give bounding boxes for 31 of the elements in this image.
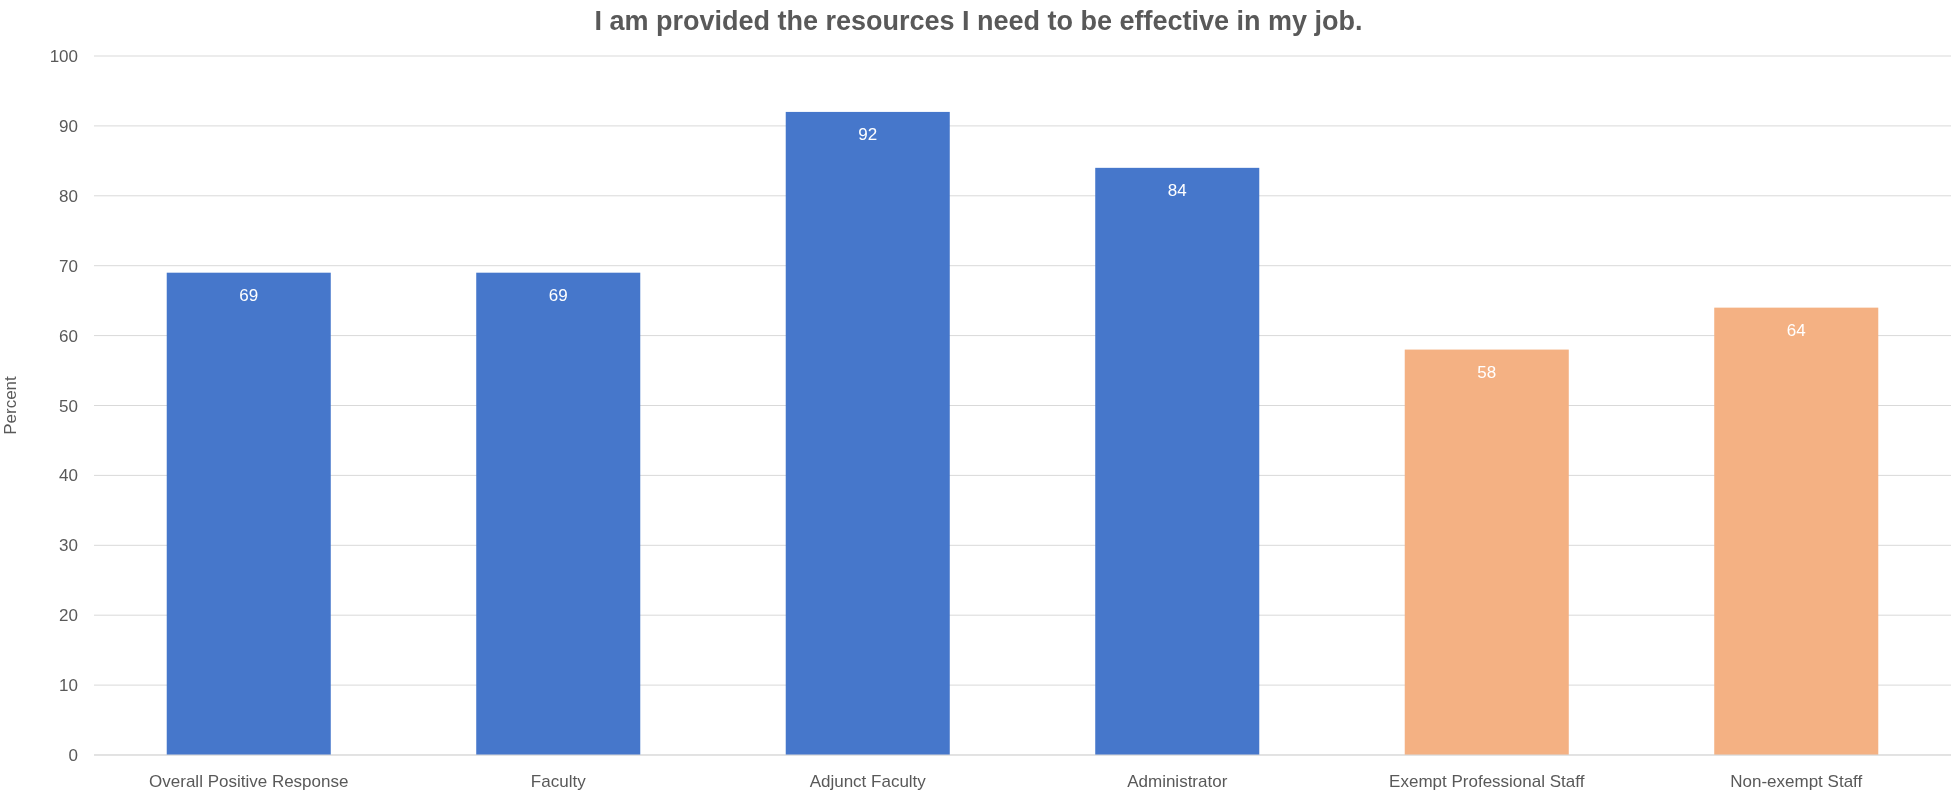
y-tick-label: 80 [59, 186, 78, 206]
bar [785, 111, 950, 755]
y-axis-title: Percent [1, 375, 20, 435]
x-tick-label: Faculty [530, 772, 587, 791]
x-tick-label: Adjunct Faculty [809, 772, 927, 791]
y-tick-label: 30 [59, 536, 78, 556]
data-label: 69 [548, 285, 568, 305]
y-tick-label: 20 [59, 606, 78, 626]
x-tick-label: Overall Positive Response [149, 772, 349, 791]
x-tick-label: Exempt Professional Staff [1389, 772, 1585, 791]
y-tick-label: 60 [59, 326, 78, 346]
y-tick-label: 40 [59, 466, 78, 486]
bar [1404, 349, 1569, 755]
bar [476, 272, 641, 755]
bar [1095, 167, 1260, 755]
y-tick-label: 100 [49, 47, 78, 66]
data-label: 58 [1477, 362, 1497, 382]
bar [166, 272, 331, 755]
y-tick-label: 70 [59, 256, 78, 276]
data-label: 92 [858, 124, 878, 144]
y-tick-label: 10 [59, 676, 78, 696]
chart-title: I am provided the resources I need to be effective in my job. [594, 6, 1363, 36]
bar [1714, 307, 1879, 755]
y-tick-label: 50 [59, 396, 78, 416]
y-tick-label: 0 [68, 746, 78, 765]
data-label: 64 [1786, 320, 1806, 340]
x-tick-label: Non-exempt Staff [1730, 772, 1863, 791]
data-label: 69 [239, 285, 259, 305]
y-tick-label: 90 [59, 116, 78, 136]
x-tick-label: Administrator [1127, 772, 1228, 791]
data-label: 84 [1167, 180, 1187, 200]
